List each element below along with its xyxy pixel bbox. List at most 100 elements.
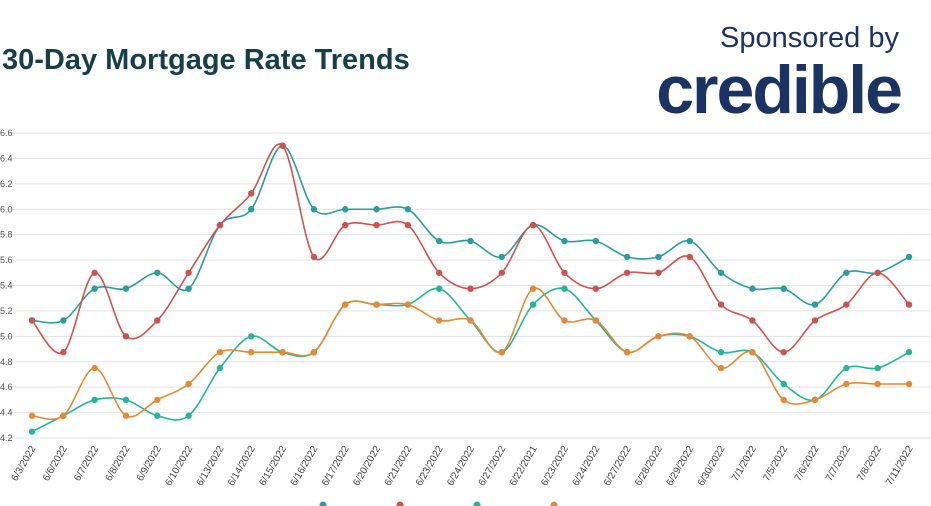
data-point bbox=[717, 349, 725, 356]
x-tick-label: 6/8/2022 bbox=[104, 444, 133, 484]
data-point bbox=[28, 428, 36, 435]
data-point bbox=[561, 269, 568, 276]
data-point bbox=[874, 380, 881, 388]
x-tick-label: 7/8/2022 bbox=[855, 444, 884, 484]
data-point bbox=[811, 396, 819, 404]
data-point bbox=[91, 364, 98, 372]
data-point bbox=[905, 380, 913, 388]
data-point bbox=[342, 221, 349, 229]
series-line-3 bbox=[31, 287, 910, 433]
data-point bbox=[122, 285, 130, 292]
data-point bbox=[529, 301, 537, 308]
x-tick-label: 6/15/2022 bbox=[257, 444, 289, 488]
data-point bbox=[154, 412, 161, 419]
series-line-2 bbox=[31, 143, 910, 355]
data-point bbox=[248, 206, 255, 213]
data-point bbox=[60, 317, 67, 324]
data-point bbox=[780, 285, 787, 292]
data-point bbox=[498, 253, 506, 261]
data-point bbox=[623, 253, 631, 261]
data-point bbox=[717, 269, 725, 276]
data-point bbox=[28, 317, 36, 324]
data-point bbox=[404, 206, 412, 213]
data-point bbox=[248, 190, 255, 197]
data-point bbox=[592, 285, 599, 292]
x-tick-label: 6/24/2022 bbox=[445, 444, 477, 488]
data-point bbox=[404, 221, 412, 229]
data-point bbox=[435, 285, 443, 292]
data-point bbox=[843, 380, 850, 388]
data-point bbox=[623, 269, 631, 276]
data-point bbox=[154, 396, 161, 404]
y-tick-label: 5.0 bbox=[0, 331, 13, 341]
data-point bbox=[60, 349, 67, 356]
x-tick-label: 6/13/2022 bbox=[195, 444, 227, 488]
y-tick-label: 5.6 bbox=[0, 255, 13, 265]
data-point bbox=[185, 285, 192, 292]
data-point bbox=[749, 317, 756, 324]
series-line-4 bbox=[31, 287, 909, 421]
data-point bbox=[717, 301, 725, 308]
x-tick-label: 6/7/2022 bbox=[72, 444, 101, 484]
data-point bbox=[91, 396, 98, 404]
legend-marker-1 bbox=[319, 501, 327, 506]
data-point bbox=[279, 349, 286, 356]
data-point bbox=[122, 333, 130, 340]
data-point bbox=[749, 285, 756, 292]
data-point bbox=[780, 380, 787, 388]
data-point bbox=[91, 269, 98, 276]
y-tick-label: 6.4 bbox=[0, 153, 13, 163]
data-point bbox=[498, 269, 506, 276]
data-point bbox=[342, 301, 349, 308]
data-point bbox=[154, 269, 161, 276]
brand-logo: credible bbox=[656, 52, 903, 128]
data-point bbox=[185, 412, 192, 419]
x-tick-label: 6/9/2022 bbox=[135, 444, 164, 484]
data-point bbox=[373, 221, 380, 229]
x-tick-label: 6/16/2022 bbox=[289, 444, 321, 488]
x-tick-label: 6/22/2021 bbox=[508, 444, 540, 488]
data-point bbox=[310, 253, 318, 261]
y-tick-label: 6.0 bbox=[0, 204, 13, 214]
x-axis: 6/3/2022 6/6/2022 6/7/2022 6/8/2022 6/9/2022… bbox=[10, 444, 916, 488]
data-point bbox=[561, 317, 568, 324]
data-point bbox=[122, 396, 130, 404]
data-point bbox=[655, 333, 662, 340]
data-point bbox=[529, 221, 537, 229]
data-point bbox=[404, 301, 412, 308]
x-tick-label: 6/28/2022 bbox=[633, 444, 665, 488]
data-point bbox=[373, 206, 380, 213]
data-point bbox=[248, 333, 255, 340]
data-point bbox=[342, 206, 349, 213]
x-tick-label: 7/6/2022 bbox=[793, 444, 822, 484]
x-tick-label: 6/6/2022 bbox=[41, 444, 70, 484]
data-point bbox=[592, 237, 599, 245]
data-point bbox=[686, 333, 693, 340]
data-point bbox=[60, 412, 67, 419]
data-point bbox=[811, 301, 819, 308]
data-point bbox=[749, 349, 756, 356]
x-tick-label: 6/23/2022 bbox=[539, 444, 571, 488]
data-point bbox=[905, 253, 913, 261]
data-point bbox=[561, 285, 568, 292]
x-tick-label: 6/17/2022 bbox=[320, 444, 352, 488]
y-tick-label: 4.6 bbox=[0, 382, 13, 392]
data-point bbox=[843, 301, 850, 308]
x-tick-label: 7/1/2022 bbox=[730, 444, 759, 484]
data-point bbox=[467, 317, 474, 324]
x-tick-label: 6/29/2022 bbox=[665, 444, 697, 488]
data-point bbox=[843, 269, 850, 276]
grid-lines bbox=[0, 132, 931, 439]
data-point bbox=[905, 349, 913, 356]
data-point bbox=[435, 317, 443, 324]
data-point bbox=[780, 349, 787, 356]
data-point bbox=[435, 237, 443, 245]
data-point bbox=[717, 364, 725, 372]
data-point bbox=[154, 317, 161, 324]
data-point bbox=[561, 237, 568, 245]
x-tick-label: 6/14/2022 bbox=[226, 444, 258, 488]
data-point bbox=[623, 349, 631, 356]
data-point bbox=[216, 221, 224, 229]
y-tick-label: 4.4 bbox=[0, 408, 13, 418]
